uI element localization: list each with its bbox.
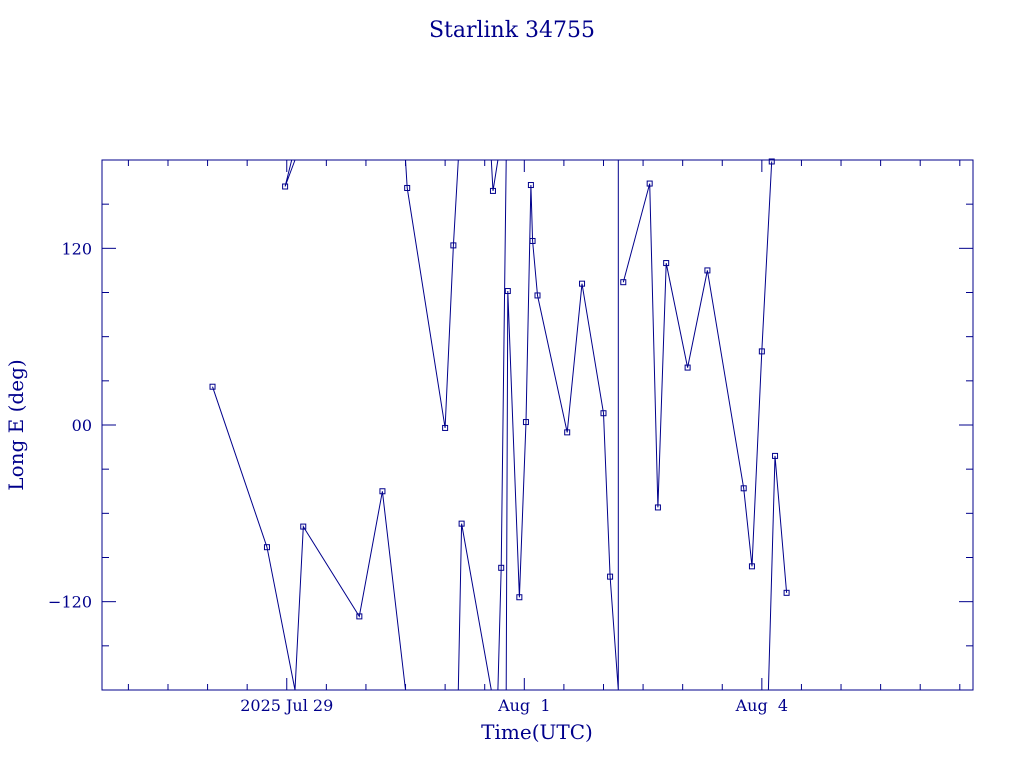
chart-title: Starlink 34755 — [429, 18, 595, 43]
data-point — [300, 523, 307, 530]
x-tick-label: Aug 4 — [735, 696, 788, 715]
data-point — [579, 280, 586, 287]
data-point — [783, 589, 790, 596]
plot-frame — [101, 159, 974, 691]
data-point — [684, 364, 691, 371]
data-point — [282, 183, 289, 190]
x-axis: 2025 Jul 29 Aug 1 Aug 4 — [127, 160, 961, 715]
data-point — [379, 488, 386, 495]
data-point — [663, 260, 670, 267]
data-point — [772, 452, 779, 459]
data-point — [768, 158, 775, 165]
data-point — [498, 564, 505, 571]
data-point — [442, 424, 449, 431]
x-tick-label: 2025 Jul 29 — [240, 696, 333, 715]
y-tick-label: −120 — [48, 593, 92, 612]
data-point — [458, 520, 465, 527]
y-axis: 120 00 −120 — [48, 203, 973, 647]
data-point — [450, 242, 457, 249]
data-point — [209, 383, 216, 390]
data-point — [758, 348, 765, 355]
data-point — [489, 187, 496, 194]
data-point — [356, 613, 363, 620]
plot-area — [209, 158, 790, 691]
series-marker-group — [209, 158, 790, 620]
data-point — [600, 410, 607, 417]
data-point — [404, 184, 411, 191]
data-point — [748, 563, 755, 570]
data-point — [522, 419, 529, 426]
data-point — [504, 288, 511, 295]
data-point — [646, 180, 653, 187]
data-point — [527, 182, 534, 189]
data-point — [516, 594, 523, 601]
y-axis-label: Long E (deg) — [4, 359, 28, 490]
data-point — [704, 267, 711, 274]
plot-border — [101, 159, 974, 691]
y-tick-label: 00 — [72, 416, 92, 435]
data-point — [654, 504, 661, 511]
series-line — [212, 159, 788, 691]
x-tick-label: Aug 1 — [497, 696, 550, 715]
y-tick-label: 120 — [61, 239, 92, 258]
data-point — [607, 573, 614, 580]
x-axis-label: Time(UTC) — [481, 720, 593, 744]
data-point — [534, 292, 541, 299]
data-point — [620, 279, 627, 286]
data-point — [564, 429, 571, 436]
data-point — [529, 237, 536, 244]
series-line-group — [212, 159, 788, 691]
data-point — [263, 544, 270, 551]
data-point — [740, 485, 747, 492]
